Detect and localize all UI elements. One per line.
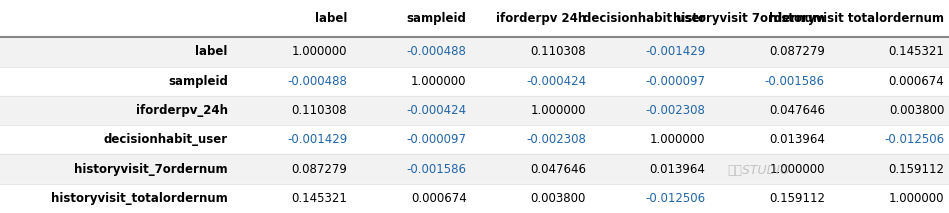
Text: 0.087279: 0.087279 <box>769 45 825 58</box>
Text: 0.003800: 0.003800 <box>889 104 944 117</box>
Text: -0.001586: -0.001586 <box>765 75 825 88</box>
Text: -0.000488: -0.000488 <box>407 45 467 58</box>
Text: -0.012506: -0.012506 <box>645 192 705 205</box>
Text: -0.002308: -0.002308 <box>526 133 586 146</box>
Text: -0.000097: -0.000097 <box>406 133 467 146</box>
Text: historyvisit totalordernum: historyvisit totalordernum <box>770 12 944 25</box>
Text: 0.000674: 0.000674 <box>888 75 944 88</box>
Bar <box>0 184 949 213</box>
Text: -0.001586: -0.001586 <box>406 163 467 176</box>
Text: -0.001429: -0.001429 <box>645 45 705 58</box>
Text: 1.000000: 1.000000 <box>889 192 944 205</box>
Text: iforderpv_24h: iforderpv_24h <box>136 104 228 117</box>
Text: -0.000424: -0.000424 <box>406 104 467 117</box>
Bar <box>0 0 949 37</box>
Text: 1.000000: 1.000000 <box>650 133 705 146</box>
Text: -0.000424: -0.000424 <box>526 75 586 88</box>
Bar <box>0 96 949 125</box>
Text: 1.000000: 1.000000 <box>530 104 586 117</box>
Text: 1.000000: 1.000000 <box>291 45 347 58</box>
Bar <box>0 66 949 96</box>
Text: -0.002308: -0.002308 <box>645 104 705 117</box>
Text: 0.013964: 0.013964 <box>769 133 825 146</box>
Text: -0.012506: -0.012506 <box>884 133 944 146</box>
Text: -0.000488: -0.000488 <box>288 75 347 88</box>
Text: 1.000000: 1.000000 <box>411 75 467 88</box>
Bar <box>0 154 949 184</box>
Text: label: label <box>315 12 347 25</box>
Text: 0.110308: 0.110308 <box>291 104 347 117</box>
Text: -0.001429: -0.001429 <box>287 133 347 146</box>
Text: 0.145321: 0.145321 <box>888 45 944 58</box>
Text: -0.000097: -0.000097 <box>645 75 705 88</box>
Text: historyvisit_totalordernum: historyvisit_totalordernum <box>51 192 228 205</box>
Text: decisionhabit user: decisionhabit user <box>583 12 705 25</box>
Bar <box>0 37 949 66</box>
Text: 0.003800: 0.003800 <box>530 192 586 205</box>
Text: 0.013964: 0.013964 <box>649 163 705 176</box>
Text: 0.145321: 0.145321 <box>291 192 347 205</box>
Text: sampleid: sampleid <box>168 75 228 88</box>
Text: 0.110308: 0.110308 <box>530 45 586 58</box>
Text: 0.087279: 0.087279 <box>291 163 347 176</box>
Text: 0.159112: 0.159112 <box>769 192 825 205</box>
Text: 0.047646: 0.047646 <box>530 163 586 176</box>
Text: 0.047646: 0.047646 <box>769 104 825 117</box>
Text: historyvisit 7ordernum: historyvisit 7ordernum <box>673 12 825 25</box>
Text: 0.159112: 0.159112 <box>888 163 944 176</box>
Bar <box>0 125 949 154</box>
Text: historyvisit_7ordernum: historyvisit_7ordernum <box>74 163 228 176</box>
Text: 数据STUDIO: 数据STUDIO <box>728 164 791 177</box>
Text: sampleid: sampleid <box>407 12 467 25</box>
Text: 0.000674: 0.000674 <box>411 192 467 205</box>
Text: 1.000000: 1.000000 <box>770 163 825 176</box>
Text: decisionhabit_user: decisionhabit_user <box>103 133 228 146</box>
Text: iforderpv 24h: iforderpv 24h <box>495 12 586 25</box>
Text: label: label <box>195 45 228 58</box>
